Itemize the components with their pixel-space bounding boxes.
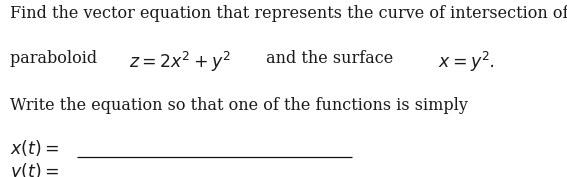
Text: $z=2x^2+y^2$: $z=2x^2+y^2$ [129,50,231,74]
Text: and the surface: and the surface [261,50,398,67]
Text: paraboloid: paraboloid [10,50,103,67]
Text: $y(t)=$: $y(t)=$ [10,161,60,177]
Text: $x=y^2$.: $x=y^2$. [438,50,494,74]
Text: $x(t)=$: $x(t)=$ [10,138,60,158]
Text: Find the vector equation that represents the curve of intersection of the: Find the vector equation that represents… [10,5,567,22]
Text: Write the equation so that one of the functions is simply: Write the equation so that one of the fu… [10,97,473,114]
